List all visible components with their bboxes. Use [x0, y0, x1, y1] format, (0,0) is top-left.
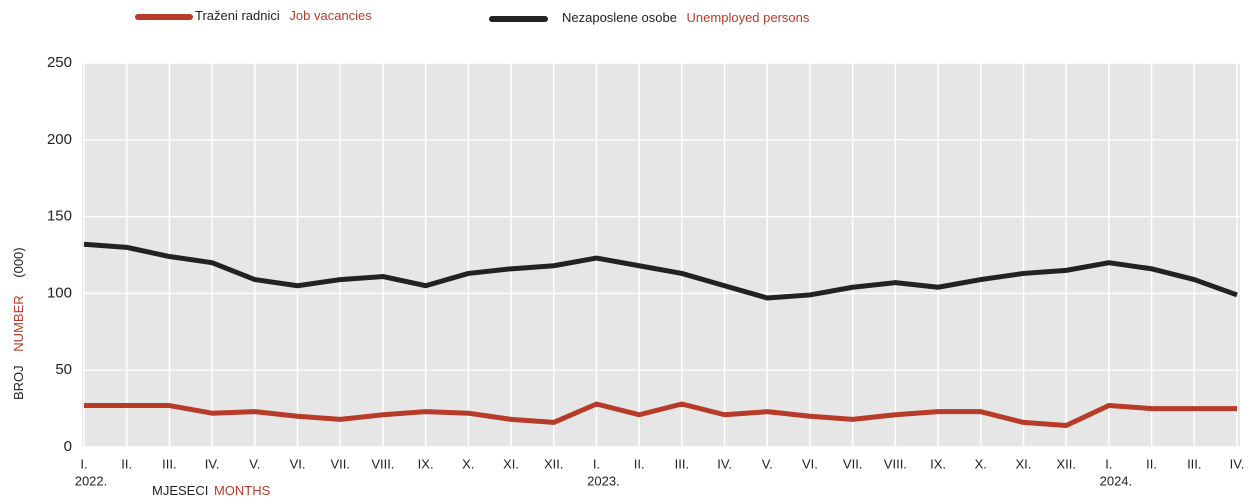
x-tick-label: VIII. [884, 456, 907, 471]
y-tick-label: 250 [47, 54, 72, 71]
x-tick-label: VI. [802, 456, 818, 471]
x-tick-label: I. [80, 456, 87, 471]
x-tick-label: I. [1105, 456, 1112, 471]
x-tick-label: I. [593, 456, 600, 471]
x-tick-label: II. [1146, 456, 1157, 471]
y-tick-label: 100 [47, 284, 72, 301]
y-axis-title: BROJ NUMBER (000) [11, 247, 26, 400]
y-tick-label: 0 [64, 438, 72, 455]
x-tick-label: II. [634, 456, 645, 471]
x-tick-label: VIII. [371, 456, 394, 471]
x-tick-label: IV. [717, 456, 732, 471]
year-label: 2024. [1100, 473, 1133, 488]
x-tick-label: III. [162, 456, 176, 471]
x-tick-label: II. [121, 456, 132, 471]
legend: Nezaposlene osobe Unemployed persons [562, 10, 810, 25]
y-tick-label: 50 [55, 361, 72, 378]
x-tick-label: VII. [330, 456, 350, 471]
x-label: MONTHS [214, 483, 271, 498]
x-tick-label: V. [249, 456, 260, 471]
y-tick-label: 200 [47, 131, 72, 148]
series-line [83, 241, 1238, 301]
x-tick-label: IV. [205, 456, 220, 471]
y-label: NUMBER [11, 295, 26, 351]
x-tick-label: XII. [1056, 456, 1076, 471]
x-tick-label: VI. [290, 456, 306, 471]
x-axis-title: MJESECI MONTHS [152, 483, 271, 498]
x-tick-label: X. [975, 456, 987, 471]
x-tick-label: XI. [503, 456, 519, 471]
legend-label: Nezaposlene osobe [562, 10, 677, 25]
x-tick-label: V. [762, 456, 773, 471]
x-tick-label: XI. [1016, 456, 1032, 471]
year-label: 2022. [75, 473, 108, 488]
x-tick-label: VII. [843, 456, 863, 471]
x-tick-label: IX. [418, 456, 434, 471]
legend-label: Traženi radnici [195, 8, 280, 23]
y-tick-label: 150 [47, 208, 72, 225]
year-label: 2023. [587, 473, 620, 488]
x-tick-label: IV. [1230, 456, 1245, 471]
x-tick-label: X. [462, 456, 474, 471]
y-label: (000) [11, 247, 26, 277]
y-label: BROJ [11, 365, 26, 400]
legend-label: Job vacancies [289, 8, 372, 23]
x-label: MJESECI [152, 483, 208, 498]
legend-label: Unemployed persons [687, 10, 810, 25]
plot-area [82, 63, 1240, 447]
x-tick-label: III. [1187, 456, 1201, 471]
legend: Traženi radnici Job vacancies [195, 8, 372, 23]
series-line [84, 401, 1237, 428]
x-tick-label: III. [675, 456, 689, 471]
x-tick-label: IX. [930, 456, 946, 471]
x-tick-label: XII. [544, 456, 564, 471]
